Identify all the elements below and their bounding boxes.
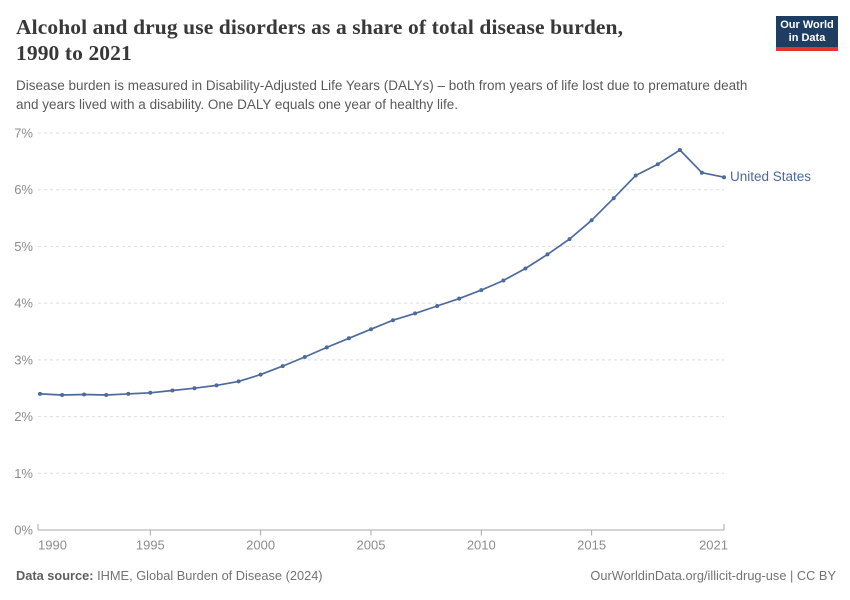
data-point[interactable]	[302, 355, 307, 359]
data-point[interactable]	[60, 393, 65, 397]
page-title-line1: Alcohol and drug use disorders as a shar…	[16, 15, 624, 39]
data-point[interactable]	[722, 175, 726, 180]
x-tick-label: 2021	[699, 538, 728, 553]
x-tick-label: 2015	[577, 538, 606, 553]
data-point[interactable]	[324, 345, 329, 350]
data-source-label: Data source:	[16, 568, 94, 583]
data-point[interactable]	[391, 318, 395, 323]
data-line-united-states[interactable]	[39, 149, 725, 396]
chart-subtitle-line2: and years lived with a disability. One D…	[16, 97, 458, 112]
y-tick-label: 0%	[14, 523, 33, 538]
series-label-united-states[interactable]: United States	[730, 169, 812, 184]
y-tick-label: 7%	[14, 126, 33, 141]
page-title-line2: 1990 to 2021	[16, 41, 132, 65]
y-tick-label: 1%	[14, 466, 33, 481]
x-tick-label: 2005	[357, 538, 386, 553]
data-point[interactable]	[104, 393, 109, 397]
y-tick-label: 6%	[14, 182, 33, 197]
data-point[interactable]	[501, 278, 506, 283]
data-point[interactable]	[677, 148, 682, 152]
data-point[interactable]	[633, 173, 638, 178]
data-source-value: IHME, Global Burden of Disease (2024)	[97, 568, 323, 583]
owid-logo[interactable]: Our World in Data	[776, 16, 838, 51]
data-point[interactable]	[170, 388, 175, 393]
data-point[interactable]	[589, 218, 594, 223]
data-point[interactable]	[82, 392, 87, 397]
data-point[interactable]	[258, 372, 263, 377]
data-point[interactable]	[369, 327, 373, 332]
x-tick-label: 2000	[246, 538, 275, 553]
data-point[interactable]	[545, 252, 550, 257]
data-point[interactable]	[611, 196, 616, 201]
chart-subtitle-line1: Disease burden is measured in Disability…	[16, 78, 748, 93]
chart-footer: Data source: IHME, Global Burden of Dise…	[16, 568, 836, 588]
data-point[interactable]	[567, 237, 572, 242]
owid-logo-line1: Our World	[780, 18, 834, 31]
data-point[interactable]	[479, 288, 484, 293]
data-point[interactable]	[523, 266, 528, 271]
data-point[interactable]	[192, 386, 197, 391]
data-point[interactable]	[413, 311, 418, 316]
data-point[interactable]	[655, 162, 660, 167]
data-point[interactable]	[236, 379, 241, 384]
y-tick-label: 5%	[14, 239, 33, 254]
data-point[interactable]	[38, 391, 42, 396]
data-point[interactable]	[214, 383, 219, 388]
data-point[interactable]	[457, 296, 462, 301]
data-point[interactable]	[126, 391, 131, 396]
data-point[interactable]	[435, 304, 440, 308]
data-point[interactable]	[699, 170, 704, 175]
page-title: Alcohol and drug use disorders as a shar…	[16, 14, 766, 66]
x-tick-label: 1990	[38, 538, 67, 553]
y-tick-label: 4%	[14, 296, 33, 311]
x-tick-label: 1995	[136, 538, 165, 553]
y-tick-label: 3%	[14, 352, 33, 367]
data-source-note: Data source: IHME, Global Burden of Dise…	[16, 568, 323, 588]
data-point[interactable]	[346, 336, 351, 341]
y-tick-label: 2%	[14, 409, 33, 424]
data-point[interactable]	[280, 364, 285, 369]
footer-link[interactable]: OurWorldinData.org/illicit-drug-use | CC…	[590, 568, 836, 583]
chart-header: Alcohol and drug use disorders as a shar…	[16, 14, 766, 114]
x-tick-label: 2010	[467, 538, 496, 553]
data-point[interactable]	[148, 390, 153, 395]
owid-logo-line2: in Data	[788, 31, 826, 44]
chart-subtitle: Disease burden is measured in Disability…	[16, 76, 766, 114]
